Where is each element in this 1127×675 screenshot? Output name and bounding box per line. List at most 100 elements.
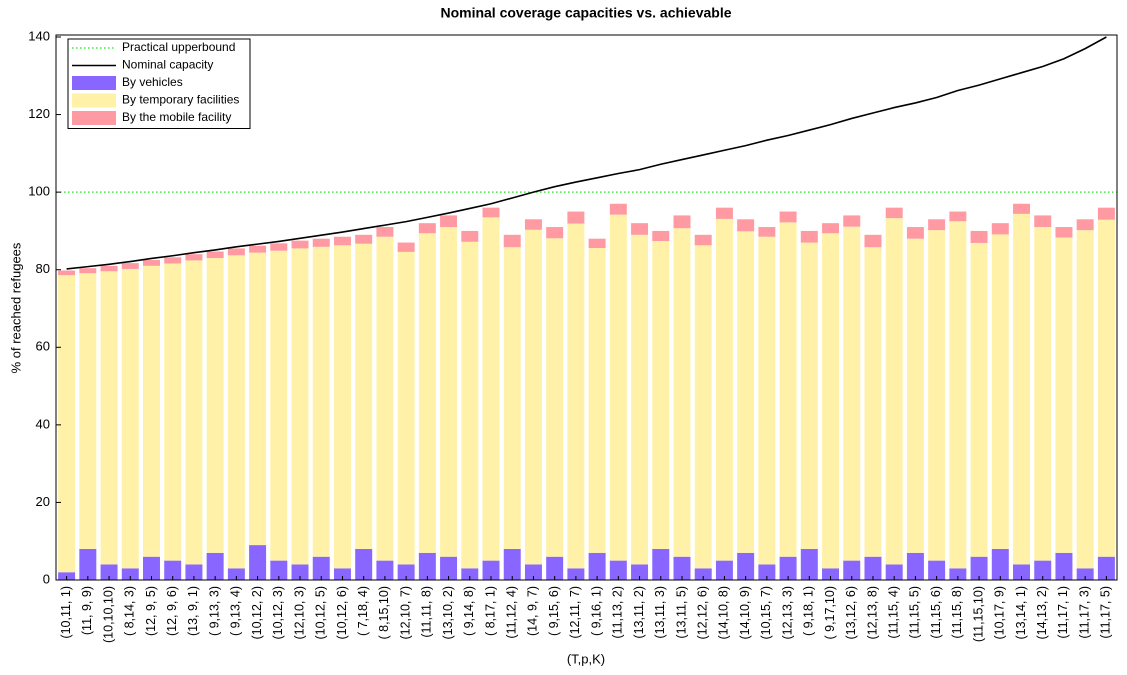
- bar-segment: [524, 219, 542, 230]
- bar-segment: [333, 568, 351, 580]
- y-axis-title: % of reached refugees: [8, 242, 23, 373]
- bar-segment: [652, 230, 670, 242]
- bar-segment: [249, 245, 267, 253]
- x-tick-label: (11,15, 8): [950, 586, 964, 639]
- bar-segment: [58, 275, 76, 573]
- bar-segment: [652, 548, 670, 580]
- bar-segment: [164, 257, 182, 264]
- bar-segment: [376, 227, 394, 237]
- bar-segment: [758, 236, 776, 565]
- bar-segment: [737, 219, 755, 232]
- bar-segment: [397, 251, 415, 565]
- bar-segment: [1097, 219, 1115, 557]
- bar-segment: [928, 560, 946, 580]
- bar-segment: [249, 545, 267, 580]
- x-tick-label: ( 8,14, 3): [123, 586, 137, 636]
- bar-segment: [121, 263, 139, 269]
- bar-segment: [143, 556, 160, 580]
- bar-segment: [970, 242, 988, 557]
- bar-segment: [79, 268, 97, 274]
- bar-segment: [503, 234, 521, 248]
- bar-segment: [970, 556, 988, 580]
- legend-label: By temporary facilities: [122, 93, 239, 107]
- bar-segment: [779, 222, 797, 557]
- x-tick-label: (14,10, 9): [738, 586, 752, 640]
- x-tick-label: (12,12, 6): [696, 586, 710, 640]
- bar-segment: [524, 564, 542, 580]
- bar-segment: [1097, 556, 1115, 580]
- x-tick-label: (13,12, 6): [844, 586, 858, 640]
- x-tick-label: (12, 9, 6): [165, 586, 179, 636]
- bar-segment: [906, 552, 924, 580]
- bar-segment: [906, 227, 924, 239]
- x-tick-label: (10,12, 6): [335, 586, 349, 640]
- x-tick-label: (14,10, 8): [717, 586, 731, 640]
- bar-segment: [588, 238, 606, 248]
- bar-segment: [715, 218, 733, 561]
- bar-segment: [694, 234, 712, 246]
- x-tick-label: (12,13, 3): [780, 586, 794, 640]
- bar-segment: [949, 568, 967, 580]
- x-tick-label: ( 9,16, 1): [589, 586, 603, 636]
- bar-segment: [79, 273, 97, 549]
- bar-segment: [227, 255, 245, 569]
- bar-segment: [185, 254, 203, 261]
- bar-segment: [461, 230, 479, 242]
- x-tick-label: (12,10, 7): [398, 586, 412, 640]
- x-tick-label: (11,17, 1): [1056, 586, 1070, 639]
- bar-segment: [567, 223, 585, 569]
- bar-segment: [715, 207, 733, 219]
- bar-segment: [482, 560, 500, 580]
- bar-segment: [1055, 227, 1073, 238]
- bar-segment: [397, 242, 415, 252]
- x-tick-label: ( 9,14, 8): [462, 586, 476, 636]
- bar-segment: [291, 564, 309, 580]
- x-tick-label: (12,13, 8): [865, 586, 879, 640]
- x-tick-label: (11,15,10): [971, 586, 985, 642]
- bar-segment: [673, 228, 691, 557]
- bar-segment: [270, 250, 288, 561]
- bar-segment: [1034, 215, 1052, 228]
- bar-segment: [779, 556, 797, 580]
- x-tick-label: ( 9,13, 3): [207, 586, 221, 636]
- plot-frame: [55, 34, 1118, 581]
- y-tick-label: 20: [36, 494, 50, 509]
- bar-segment: [822, 568, 840, 580]
- y-tick-label: 80: [36, 261, 50, 276]
- bar-segment: [779, 211, 797, 223]
- bar-segment: [885, 564, 903, 580]
- x-axis-title: (T,p,K): [567, 651, 605, 666]
- x-tick-label: ( 9,13, 4): [229, 586, 243, 636]
- legend-label: Practical upperbound: [122, 40, 235, 54]
- chart-title: Nominal coverage capacities vs. achievab…: [440, 5, 731, 21]
- bar-segment: [1034, 560, 1052, 580]
- bar-segment: [970, 230, 988, 243]
- bar-segment: [928, 219, 946, 231]
- bar-segment: [100, 564, 118, 580]
- bar-segment: [206, 258, 224, 553]
- x-tick-label: (11,12, 4): [505, 586, 519, 639]
- bar-segment: [355, 243, 373, 549]
- bar-segment: [843, 560, 861, 580]
- bar-segment: [418, 233, 436, 553]
- x-tick-label: (10,10,10): [101, 586, 115, 643]
- bar-segment: [843, 226, 861, 561]
- bar-segment: [524, 229, 542, 565]
- bar-segment: [885, 218, 903, 565]
- bar-segment: [588, 552, 606, 580]
- bar-segment: [333, 245, 351, 569]
- bar-segment: [546, 238, 564, 557]
- bar-segment: [418, 223, 436, 234]
- bar-segment: [206, 251, 224, 259]
- bar-segment: [164, 560, 182, 580]
- x-tick-label: (12, 9, 5): [144, 586, 158, 636]
- x-tick-label: (14,13, 2): [1035, 586, 1049, 640]
- bar-segment: [418, 552, 436, 580]
- bar-segment: [440, 227, 458, 557]
- legend-swatch: [72, 76, 116, 90]
- bar-segment: [885, 207, 903, 219]
- x-tick-label: (13, 9, 1): [186, 586, 200, 636]
- x-tick-label: (13,14, 1): [1014, 586, 1028, 640]
- bar-segment: [567, 211, 585, 224]
